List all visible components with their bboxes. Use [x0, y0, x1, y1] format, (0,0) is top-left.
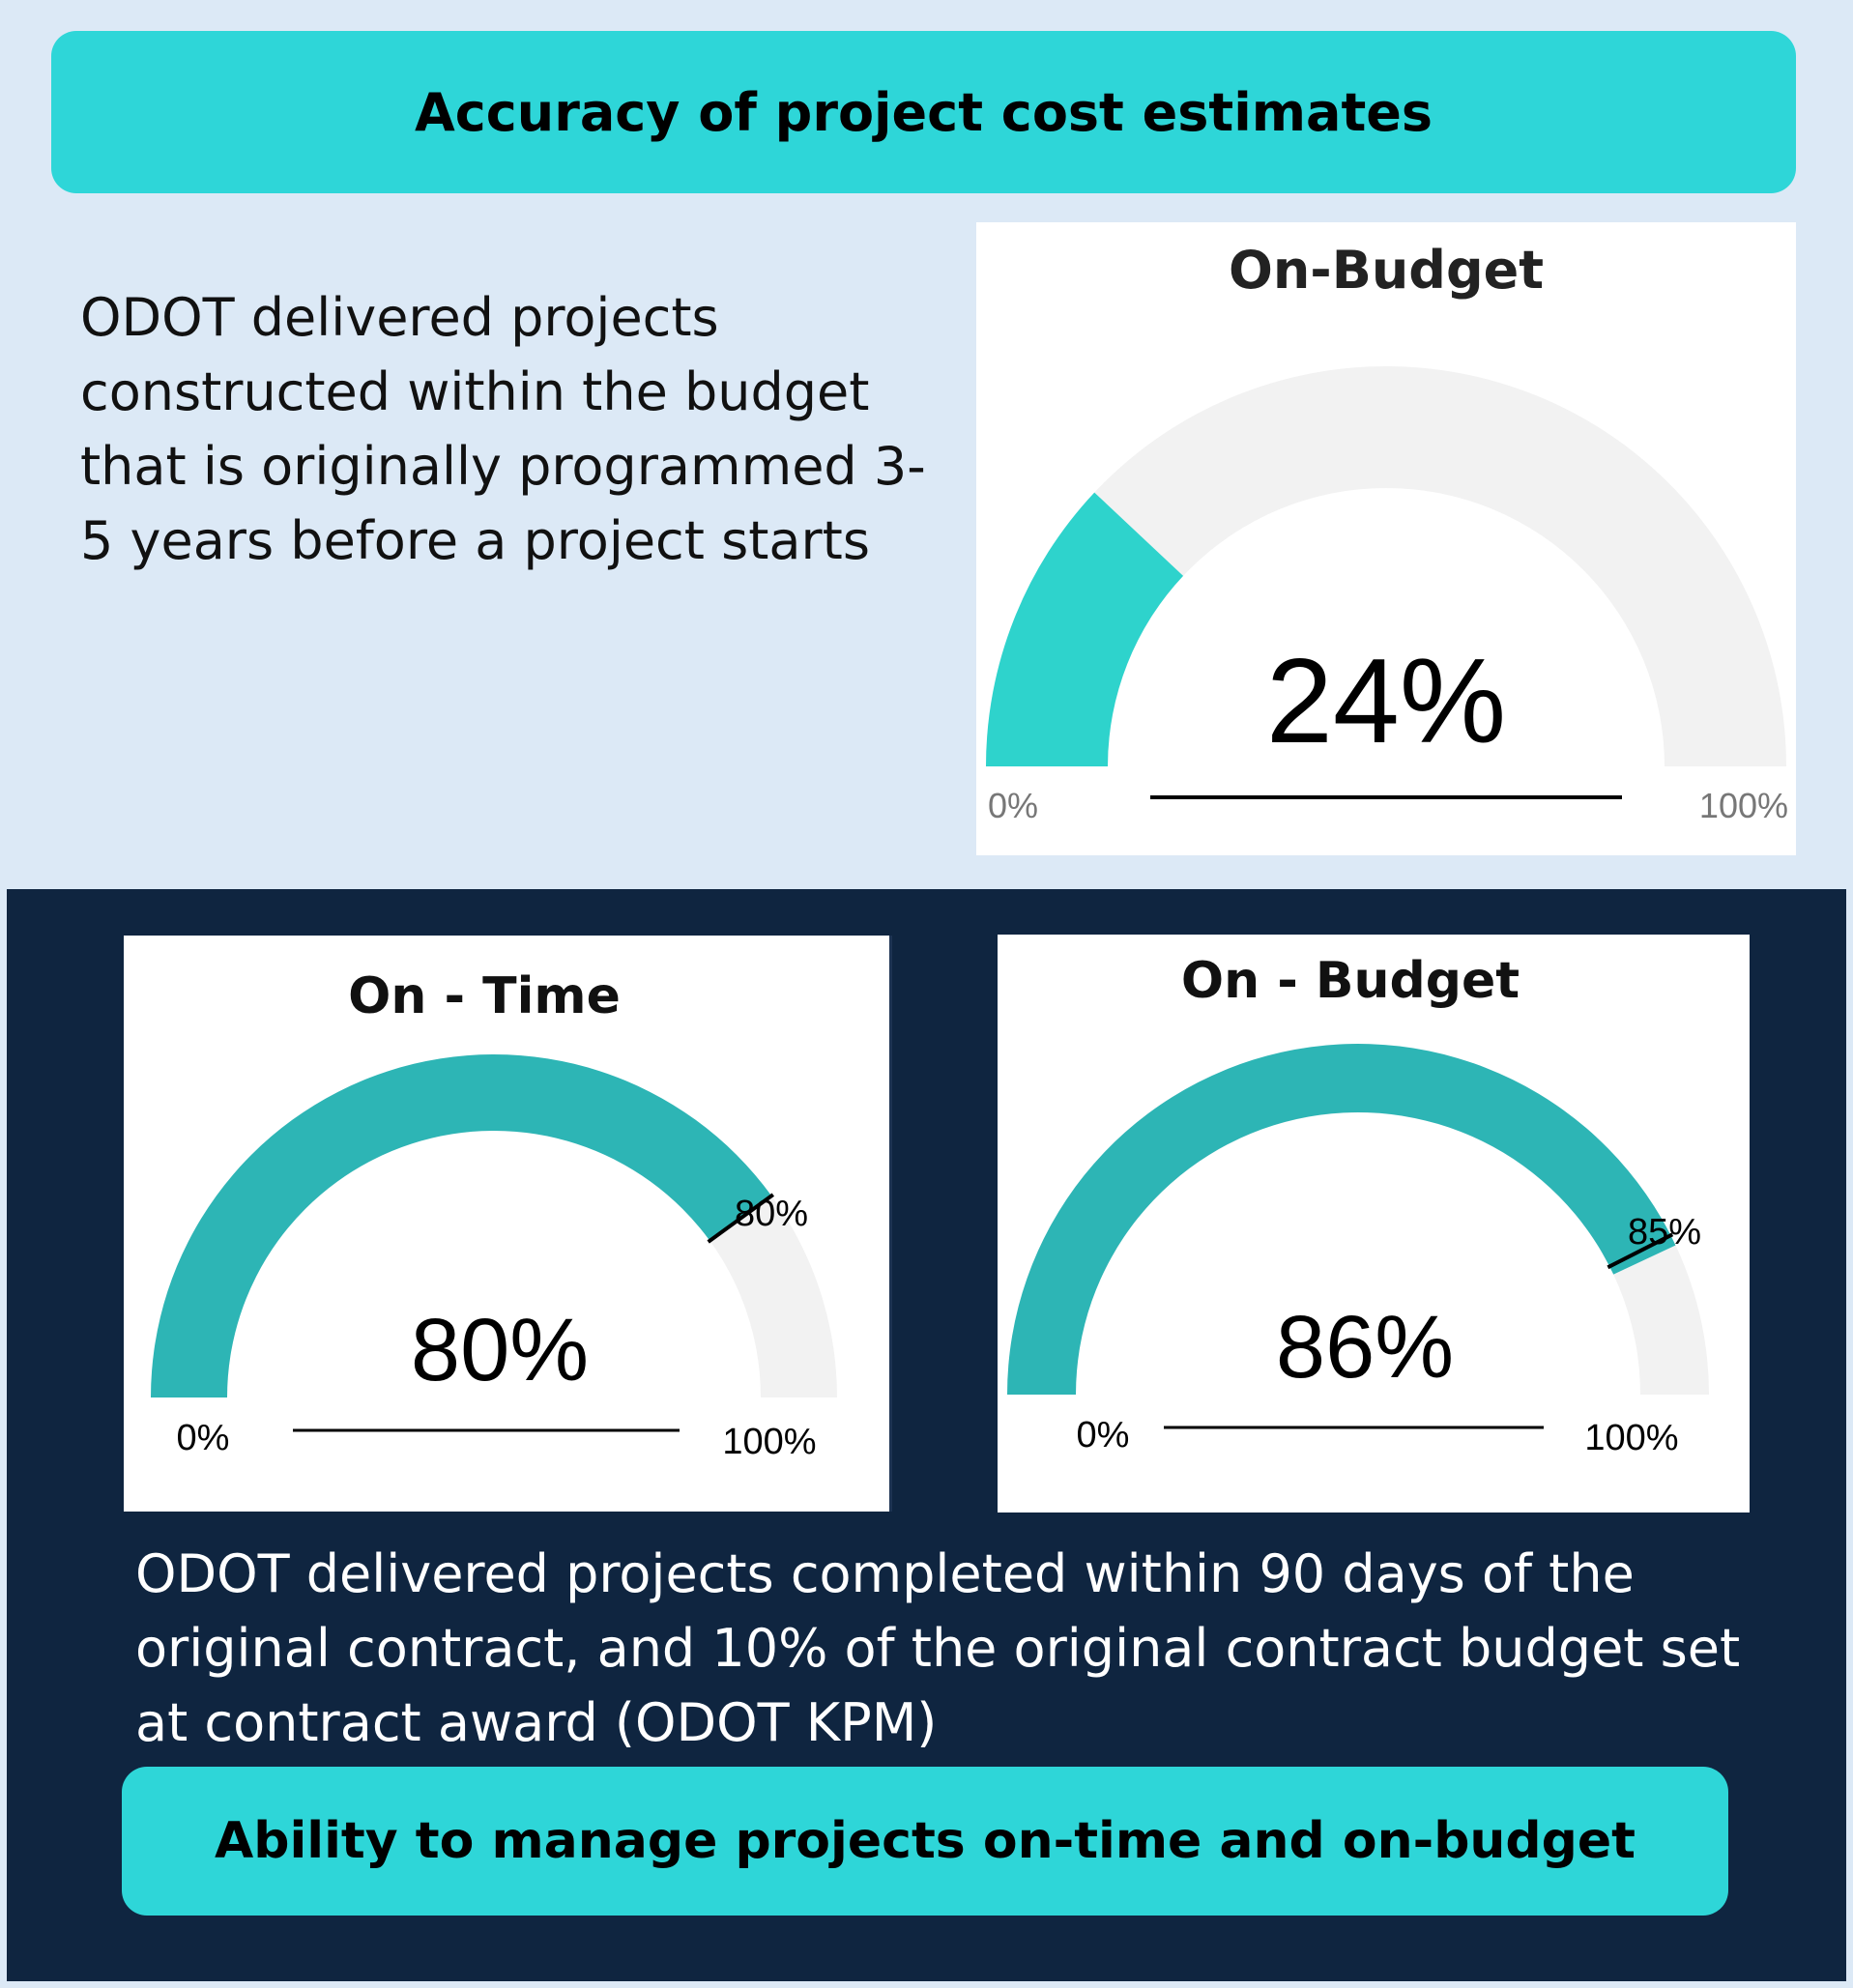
gauge-title: On - Time — [348, 967, 621, 1025]
gauge-min-label: 0% — [1077, 1415, 1130, 1455]
gauge-target-marker — [707, 1193, 774, 1244]
gauge-card-on-budget: On - Budget 85% 86% 0% 100% — [998, 935, 1750, 1513]
gauge-target-label: 80% — [735, 1194, 808, 1234]
gauge-max-label: 100% — [1584, 1418, 1678, 1458]
footer-banner: Ability to manage projects on-time and o… — [122, 1767, 1728, 1916]
gauge-target-label: 85% — [1628, 1212, 1701, 1253]
intro-text: ODOT delivered projects constructed with… — [80, 287, 926, 571]
gauge-chart-on-time: On - Time 80% 80% 0% 100% — [151, 967, 837, 1462]
footer-title: Ability to manage projects on-time and o… — [214, 1812, 1636, 1870]
gauge-card-on-time: On - Time 80% 80% 0% 100% — [124, 936, 892, 1512]
gauge-chart-on-budget: On - Budget 85% 86% 0% 100% — [1007, 952, 1709, 1458]
kpm-description: ODOT delivered projects completed within… — [135, 1543, 1741, 1753]
gauge-fill — [151, 1054, 772, 1397]
gauge-fill — [1007, 1044, 1676, 1395]
gauge-value-label: 86% — [1276, 1298, 1454, 1397]
gauge-track — [986, 366, 1786, 766]
gauge-chart-on-budget-top: On-Budget 24% 0% 100% — [986, 240, 1788, 825]
gauge-value-label: 24% — [1266, 635, 1506, 768]
gauge-max-label: 100% — [722, 1422, 816, 1462]
header-title: Accuracy of project cost estimates — [414, 81, 1433, 143]
gauge-card-on-budget-top: On-Budget 24% 0% 100% — [976, 222, 1796, 855]
gauge-fill — [986, 492, 1184, 766]
gauge-max-label: 100% — [1699, 786, 1788, 825]
gauge-min-label: 0% — [988, 786, 1038, 825]
gauge-value-label: 80% — [411, 1301, 589, 1399]
gauge-title: On - Budget — [1181, 952, 1520, 1010]
header-banner: Accuracy of project cost estimates — [51, 31, 1796, 193]
gauge-title: On-Budget — [1229, 240, 1544, 301]
gauge-target-marker — [1607, 1232, 1674, 1270]
gauge-min-label: 0% — [177, 1418, 230, 1458]
